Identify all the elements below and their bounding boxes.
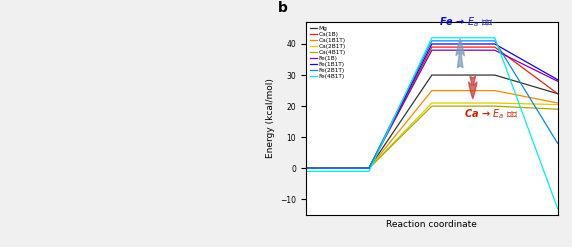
Fe(4B1T) <box>554 207 561 210</box>
X-axis label: Reaction coordinate: Reaction coordinate <box>387 220 477 229</box>
Fe(2B1T) <box>428 39 435 42</box>
Text: b: b <box>277 1 287 15</box>
Mg <box>554 92 561 95</box>
Mg <box>491 74 498 77</box>
Fe(1B) <box>491 49 498 52</box>
Ca(1B) <box>554 92 561 95</box>
Ca(1B1T) <box>428 89 435 92</box>
Fe(1B) <box>366 167 372 170</box>
Fe(2B1T) <box>491 39 498 42</box>
Fe(1B) <box>428 49 435 52</box>
Ca(2B1T) <box>428 102 435 104</box>
Fe(4B1T) <box>428 36 435 39</box>
Text: Ca → $E_a$ 감소: Ca → $E_a$ 감소 <box>464 108 519 122</box>
Fe(1B1T) <box>491 42 498 45</box>
Ca(1B1T) <box>303 167 309 170</box>
Ca(1B1T) <box>554 102 561 104</box>
Fe(2B1T) <box>554 142 561 145</box>
Ca(1B) <box>491 46 498 49</box>
Ca(2B1T) <box>303 167 309 170</box>
Ca(2B1T) <box>366 167 372 170</box>
Fe(2B1T) <box>366 167 372 170</box>
Fe(4B1T) <box>303 170 309 173</box>
Ca(1B1T) <box>366 167 372 170</box>
Line: Ca(1B1T): Ca(1B1T) <box>306 91 558 168</box>
Line: Fe(1B1T): Fe(1B1T) <box>306 44 558 168</box>
Ca(1B) <box>428 46 435 49</box>
Fe(4B1T) <box>366 170 372 173</box>
Line: Fe(2B1T): Fe(2B1T) <box>306 41 558 168</box>
Legend: Mg, Ca(1B), Ca(1B1T), Ca(2B1T), Ca(4B1T), Fe(1B), Fe(1B1T), Fe(2B1T), Fe(4B1T): Mg, Ca(1B), Ca(1B1T), Ca(2B1T), Ca(4B1T)… <box>308 24 348 82</box>
Text: Fe → $E_a$ 증가: Fe → $E_a$ 증가 <box>439 15 494 29</box>
Ca(1B1T) <box>491 89 498 92</box>
Ca(1B) <box>303 167 309 170</box>
Ca(2B1T) <box>554 103 561 106</box>
Ca(4B1T) <box>303 167 309 170</box>
Line: Ca(4B1T): Ca(4B1T) <box>306 106 558 168</box>
Fe(1B) <box>303 167 309 170</box>
Ca(4B1T) <box>491 105 498 108</box>
Ca(1B) <box>366 167 372 170</box>
Fe(1B1T) <box>554 78 561 81</box>
Fe(1B1T) <box>303 167 309 170</box>
Ca(4B1T) <box>428 105 435 108</box>
Y-axis label: Energy (kcal/mol): Energy (kcal/mol) <box>266 79 275 159</box>
Line: Fe(4B1T): Fe(4B1T) <box>306 38 558 209</box>
Fe(4B1T) <box>491 36 498 39</box>
Mg <box>303 167 309 170</box>
Fe(1B1T) <box>428 42 435 45</box>
Fe(2B1T) <box>303 167 309 170</box>
Mg <box>366 167 372 170</box>
Ca(4B1T) <box>366 167 372 170</box>
Ca(2B1T) <box>491 102 498 104</box>
Line: Ca(1B): Ca(1B) <box>306 47 558 168</box>
Line: Fe(1B): Fe(1B) <box>306 50 558 168</box>
Fe(1B1T) <box>366 167 372 170</box>
Line: Mg: Mg <box>306 75 558 168</box>
Mg <box>428 74 435 77</box>
Ca(4B1T) <box>554 108 561 111</box>
Fe(1B) <box>554 80 561 83</box>
Line: Ca(2B1T): Ca(2B1T) <box>306 103 558 168</box>
